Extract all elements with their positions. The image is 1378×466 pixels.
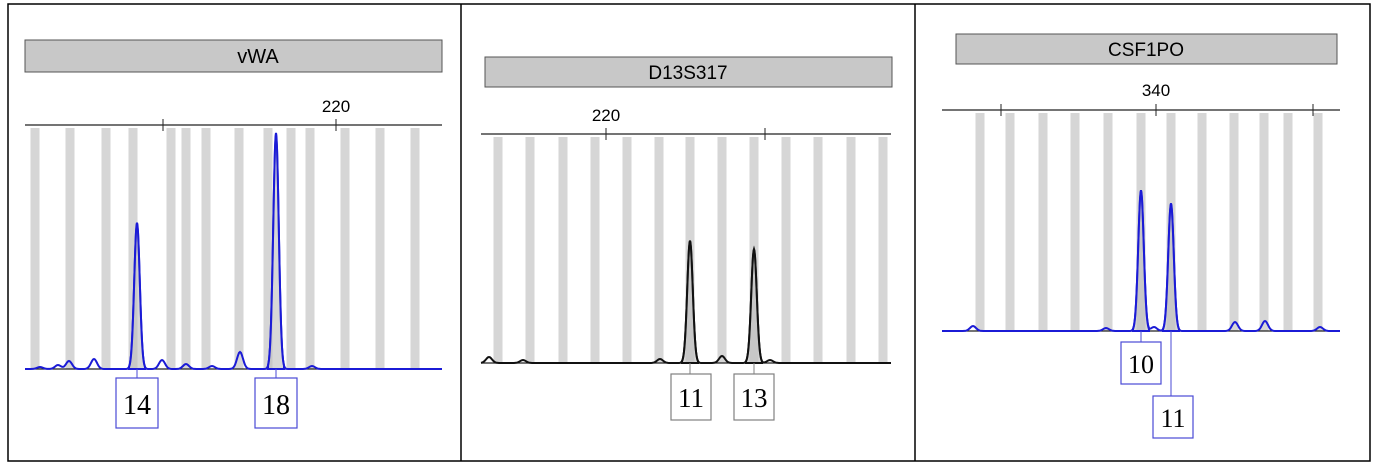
peak-csf1po-11 (1162, 203, 1180, 332)
panel-csf1po-header (955, 33, 1338, 65)
allele-bin (65, 128, 75, 369)
allele-bin (717, 137, 727, 363)
peak-d13s317-13 (745, 245, 763, 364)
allele-label-box (254, 377, 298, 429)
allele-bin (1103, 113, 1113, 331)
panel-csf1po-axis-tick-label: 340 (1142, 81, 1170, 100)
panel-vwa-trace (25, 132, 442, 370)
allele-bin (201, 128, 211, 369)
panel-d13s317-header (484, 56, 893, 88)
allele-bin (234, 128, 244, 369)
allele-label-box (115, 377, 159, 429)
panel-vwa-header (24, 39, 443, 73)
allele-bin (340, 128, 350, 369)
allele-label-box (733, 373, 775, 421)
panel-d13s317-allele-labels: 11 13 (670, 363, 775, 421)
allele-bin (654, 137, 664, 363)
panel-csf1po-title: CSF1PO (1108, 40, 1184, 61)
allele-bin (1259, 113, 1269, 331)
figure-frame (7, 3, 1371, 462)
panel-vwa-title: vWA (237, 46, 279, 68)
panel-csf1po-allele-labels: 10 11 (1120, 331, 1194, 439)
allele-label-csf1po-10: 10 (1128, 350, 1154, 379)
allele-bin (525, 137, 535, 363)
allele-label-box (670, 373, 712, 421)
allele-label-d13s317-11: 11 (678, 383, 704, 413)
panel-d13s317-axis-tick-label: 220 (592, 106, 620, 125)
panel-vwa: vWA 220 14 18 (24, 39, 443, 429)
allele-bin (263, 128, 273, 369)
allele-bin (846, 137, 856, 363)
allele-label-vwa-14: 14 (123, 390, 151, 421)
allele-bin (622, 137, 632, 363)
allele-bin (558, 137, 568, 363)
allele-bin (813, 137, 823, 363)
allele-bin (1283, 113, 1293, 331)
peak-vwa-18 (267, 132, 285, 370)
panel-d13s317-title: D13S317 (648, 63, 727, 84)
allele-bin (286, 128, 296, 369)
allele-label-box (1120, 341, 1162, 385)
panel-vwa-axis-tick-label: 220 (322, 97, 350, 116)
allele-bin (975, 113, 985, 331)
allele-bin (1313, 113, 1323, 331)
allele-bin (590, 137, 600, 363)
panel-vwa-peaks (128, 132, 285, 370)
allele-bin (181, 128, 191, 369)
allele-bin (30, 128, 40, 369)
allele-bin (781, 137, 791, 363)
allele-bin (305, 128, 315, 369)
allele-label-csf1po-11: 11 (1160, 404, 1185, 433)
panel-csf1po-peaks (1132, 189, 1180, 332)
peak-d13s317-11 (681, 240, 699, 364)
allele-bin (410, 128, 420, 369)
panel-vwa-bins (30, 128, 420, 369)
allele-label-d13s317-13: 13 (741, 383, 768, 413)
panel-vwa-allele-labels: 14 18 (115, 369, 298, 429)
allele-bin (1038, 113, 1048, 331)
allele-bin (1197, 113, 1207, 331)
allele-bin (878, 137, 888, 363)
allele-label-box (1152, 395, 1194, 439)
allele-bin (128, 128, 138, 369)
peak-vwa-14 (128, 222, 146, 370)
allele-bin (493, 137, 503, 363)
panel-csf1po: CSF1PO 340 10 11 (942, 33, 1340, 439)
allele-bin (1229, 113, 1239, 331)
panel-d13s317: D13S317 220 11 13 (480, 56, 893, 421)
allele-bin (101, 128, 111, 369)
allele-label-vwa-18: 18 (262, 390, 290, 421)
allele-bin (1070, 113, 1080, 331)
allele-bin (166, 128, 176, 369)
allele-bin (1005, 113, 1015, 331)
panel-d13s317-peaks (681, 240, 763, 364)
peak-csf1po-10 (1132, 189, 1150, 332)
allele-bin (375, 128, 385, 369)
